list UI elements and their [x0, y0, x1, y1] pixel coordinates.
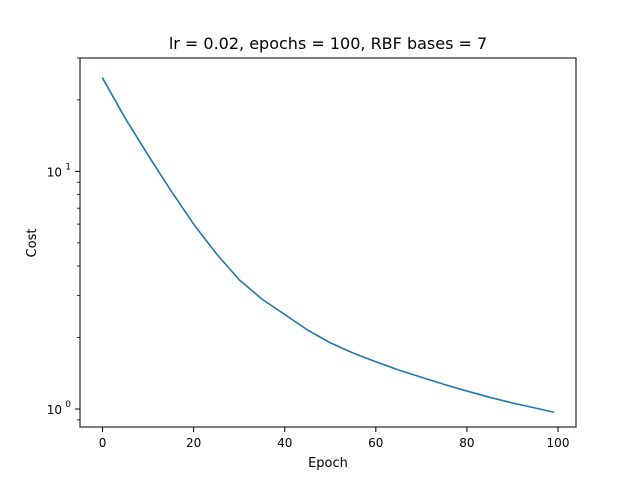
y-tick-label: 10	[47, 165, 62, 179]
plot-series	[101, 77, 555, 413]
x-tick-label: 40	[277, 436, 292, 450]
y-tick-label: 10	[47, 403, 62, 417]
x-axis-label: Epoch	[308, 456, 348, 471]
y-tick-label-exponent: 1	[65, 162, 71, 172]
x-tick-label: 60	[368, 436, 383, 450]
cost-series-line	[101, 77, 555, 413]
plot-frame	[79, 57, 577, 428]
chart-title: lr = 0.02, epochs = 100, RBF bases = 7	[169, 34, 487, 53]
x-tick-label: 0	[99, 436, 107, 450]
x-tick-label: 80	[459, 436, 474, 450]
x-axis-ticks: 0 20 40 60 80 100	[99, 427, 570, 450]
y-axis-label: Cost	[25, 229, 40, 258]
y-tick-label-exponent: 0	[65, 400, 71, 410]
x-tick-label: 20	[186, 436, 201, 450]
x-tick-label: 100	[547, 436, 570, 450]
